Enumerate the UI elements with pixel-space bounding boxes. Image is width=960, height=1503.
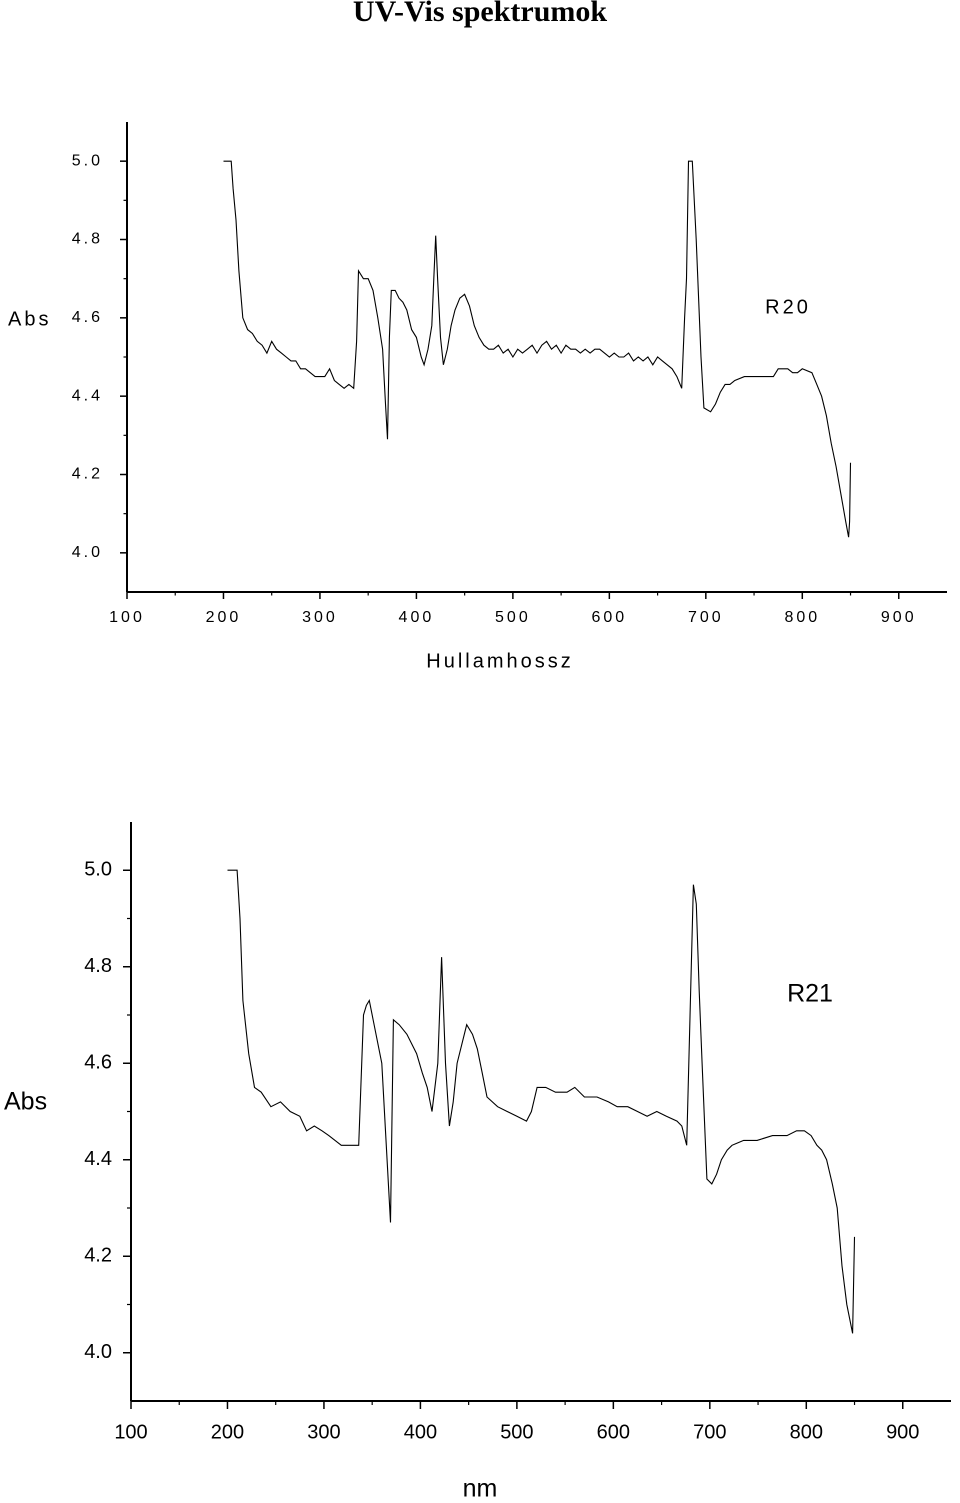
y-axis-label: Abs [8,308,51,330]
x-tick-label: 800 [790,1421,823,1443]
y-tick-label: 4.8 [72,231,103,248]
y-tick-label: 4.4 [72,387,103,404]
spectrum-line [223,160,852,538]
x-tick-label: 900 [881,609,917,626]
x-tick-label: 700 [688,609,724,626]
y-tick-label: 4.2 [84,1245,112,1267]
x-tick-label: 100 [109,609,145,626]
x-tick-label: 200 [211,1421,244,1443]
page-title: UV-Vis spektrumok [353,0,607,28]
x-tick-label: 400 [399,609,435,626]
x-tick-label: 500 [500,1421,533,1443]
x-tick-label: 300 [307,1421,340,1443]
x-axis-label: Hullamhossz [426,650,573,672]
x-axis-label: nm [463,1475,498,1503]
y-tick-label: 4.0 [72,544,103,561]
y-tick-label: 5.0 [72,152,103,169]
x-tick-label: 300 [302,609,338,626]
x-tick-label: 200 [206,609,242,626]
y-tick-label: 5.0 [84,859,112,881]
y-tick-label: 4.0 [84,1341,112,1363]
x-tick-label: 900 [886,1421,919,1443]
y-tick-label: 4.6 [72,309,103,326]
y-tick-label: 4.6 [84,1052,112,1074]
sample-label: R20 [765,296,811,318]
y-tick-label: 4.4 [84,1148,112,1170]
x-tick-label: 400 [404,1421,437,1443]
spectrum-line [227,869,856,1334]
sample-label: R21 [787,980,833,1008]
x-tick-label: 700 [693,1421,726,1443]
x-tick-label: 600 [597,1421,630,1443]
x-tick-label: 800 [784,609,820,626]
y-tick-label: 4.2 [72,466,103,483]
y-axis-label: Abs [4,1088,47,1116]
y-tick-label: 4.8 [84,955,112,977]
x-tick-label: 100 [114,1421,147,1443]
x-tick-label: 500 [495,609,531,626]
x-tick-label: 600 [592,609,628,626]
